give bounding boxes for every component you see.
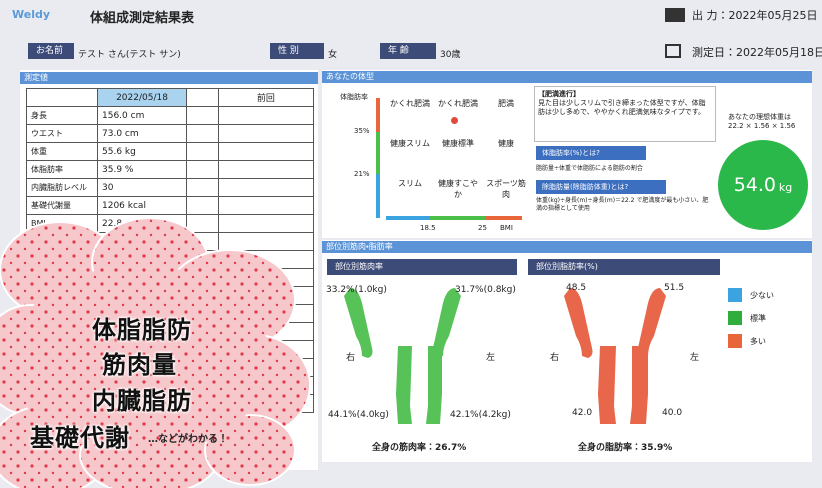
- callout-line: 筋肉量: [102, 345, 177, 380]
- callout-suffix: …などがわかる！: [148, 430, 228, 445]
- page: Weldy 体組成測定結果表 出 力：2022年05月25日 測定日：2022年…: [0, 0, 822, 488]
- callout-line: 基礎代謝: [30, 418, 130, 453]
- callout-line: 体脂脂防: [92, 310, 192, 345]
- callout-line: 内臓脂肪: [92, 381, 192, 416]
